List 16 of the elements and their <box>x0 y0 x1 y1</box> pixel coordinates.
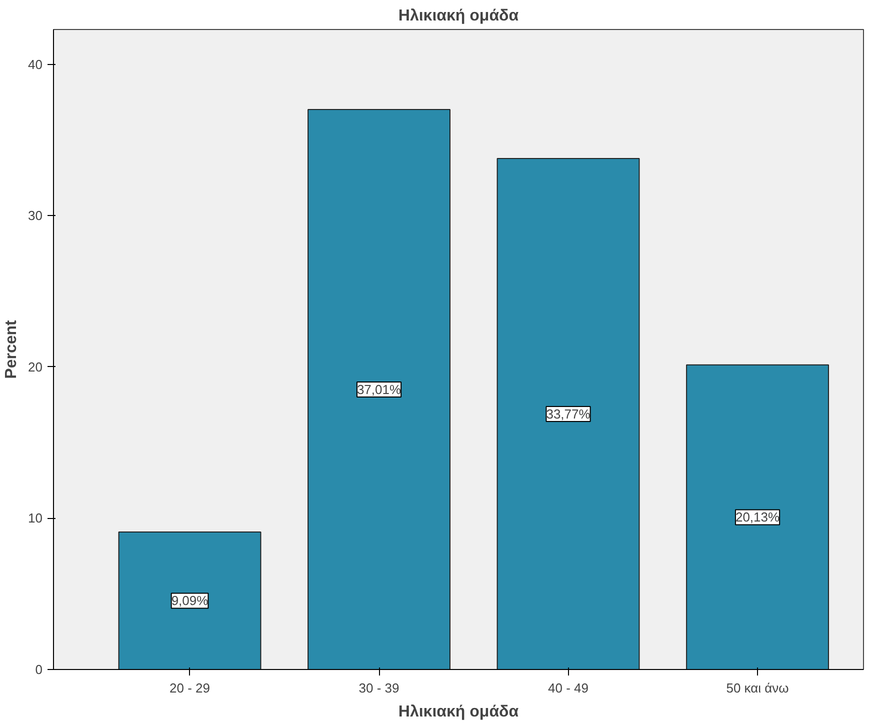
y-tick-label: 10 <box>28 510 43 526</box>
y-tick-label: 20 <box>28 359 43 374</box>
bar <box>686 364 829 670</box>
y-tick-label: 30 <box>28 208 43 224</box>
bar <box>308 109 450 670</box>
y-tick-label: 40 <box>28 56 43 72</box>
x-tick-label: 20 - 29 <box>170 680 210 696</box>
x-tick-label: 40 - 49 <box>548 680 589 696</box>
chart-title: Ηλικιακή ομάδα <box>398 8 519 24</box>
bar <box>496 158 640 670</box>
x-axis-title: Ηλικιακή ομάδα <box>398 704 519 720</box>
y-tick-label: 0 <box>35 662 43 677</box>
x-tick-label: 30 - 39 <box>358 680 400 696</box>
x-tick-label: 50 και άνω <box>726 680 789 696</box>
bar <box>118 531 262 670</box>
y-axis-title: Percent <box>3 319 20 379</box>
